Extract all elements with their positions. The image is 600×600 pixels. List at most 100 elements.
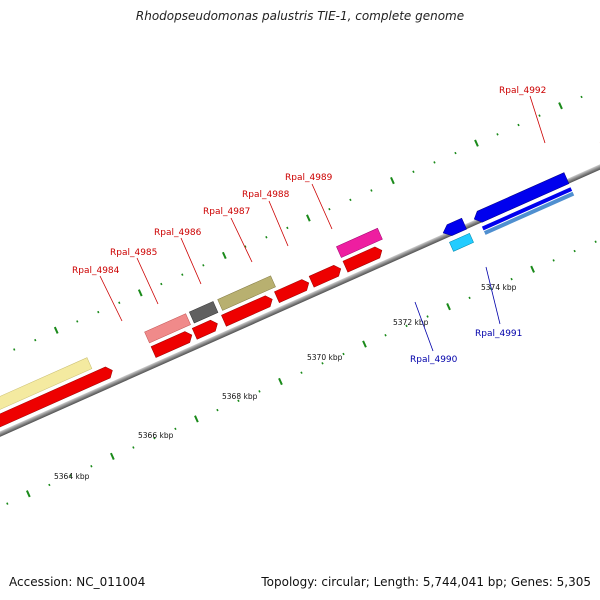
minor-tick — [538, 114, 541, 117]
minor-tick — [433, 161, 436, 164]
gene-arrow[interactable] — [0, 365, 115, 458]
major-tick — [221, 251, 227, 260]
gene-arrow[interactable] — [274, 277, 311, 303]
minor-tick — [468, 296, 471, 300]
gene-block[interactable] — [144, 313, 191, 344]
gene-arrow-reverse[interactable] — [441, 217, 467, 238]
minor-tick — [328, 207, 331, 211]
label-leader — [180, 237, 202, 285]
forward-genes-row1 — [0, 245, 384, 458]
reverse-genes — [441, 172, 575, 252]
scale-label: 5374 kbp — [481, 283, 517, 292]
minor-tick — [90, 464, 93, 468]
major-tick — [194, 415, 199, 423]
gene-label[interactable]: Rpal_4988 — [242, 190, 290, 200]
gene-block[interactable] — [217, 275, 276, 311]
minor-tick — [321, 362, 324, 365]
scale-label: 5370 kbp — [307, 353, 343, 362]
gene-arrow-reverse[interactable] — [472, 172, 570, 225]
minor-tick — [496, 133, 499, 136]
minor-tick — [552, 259, 555, 262]
gene-label[interactable]: Rpal_4989 — [285, 173, 333, 183]
major-tick — [446, 303, 451, 311]
gene-label[interactable]: Rpal_4992 — [499, 86, 546, 96]
gene-block[interactable] — [449, 232, 474, 252]
genome-title: Rhodopseudomonas palustris TIE-1, comple… — [135, 9, 465, 23]
minor-tick — [202, 264, 205, 267]
minor-tick — [384, 334, 387, 337]
minor-tick — [594, 240, 597, 243]
minor-tick — [216, 408, 219, 412]
minor-tick — [300, 371, 303, 374]
label-leader — [414, 301, 434, 352]
gene-block[interactable] — [0, 357, 93, 415]
minor-tick — [97, 310, 100, 314]
label-leader — [230, 217, 253, 263]
gene-label[interactable]: Rpal_4985 — [110, 248, 157, 258]
scale-label: 5368 kbp — [222, 392, 258, 401]
gene-block[interactable] — [481, 187, 573, 231]
major-tick — [390, 176, 395, 185]
label-leader — [311, 183, 333, 230]
minor-tick — [412, 170, 415, 174]
major-tick — [362, 340, 367, 348]
label-leader — [485, 266, 501, 325]
minor-tick — [258, 390, 261, 393]
major-tick — [25, 490, 31, 498]
label-leader — [529, 95, 546, 144]
minor-tick — [118, 301, 121, 304]
minor-tick — [265, 236, 268, 239]
minor-tick — [349, 198, 352, 202]
major-tick — [278, 377, 283, 386]
scale-ticks-upper — [13, 95, 583, 351]
label-leader — [136, 257, 159, 305]
gene-label[interactable]: Rpal_4984 — [72, 266, 120, 276]
major-tick — [53, 326, 59, 334]
major-tick — [530, 265, 535, 273]
minor-tick — [34, 338, 37, 342]
scale-label: 5366 kbp — [138, 431, 174, 440]
minor-tick — [286, 226, 289, 230]
major-tick — [110, 452, 115, 460]
minor-tick — [370, 189, 373, 192]
gene-label[interactable]: Rpal_4990 — [410, 355, 458, 365]
gene-arrow[interactable] — [191, 318, 220, 340]
gene-block[interactable] — [189, 301, 219, 324]
major-tick — [306, 214, 311, 222]
minor-tick — [517, 123, 520, 127]
minor-tick — [181, 273, 184, 276]
gene-labels: Rpal_4984 Rpal_4985 Rpal_4986 Rpal_4987 … — [72, 86, 546, 365]
minor-tick — [174, 427, 177, 431]
major-tick — [474, 139, 479, 147]
minor-tick — [132, 446, 135, 449]
minor-tick — [13, 348, 16, 351]
minor-tick — [48, 483, 51, 487]
scale-ticks-lower — [6, 240, 597, 505]
major-tick — [137, 289, 143, 297]
minor-tick — [237, 399, 240, 402]
gene-label[interactable]: Rpal_4987 — [203, 207, 250, 217]
gene-block[interactable] — [336, 227, 383, 258]
genome-summary: Topology: circular; Length: 5,744,041 bp… — [261, 575, 591, 589]
gene-label[interactable]: Rpal_4986 — [154, 228, 202, 238]
label-leader — [99, 275, 123, 322]
accession-label: Accession: NC_011004 — [9, 575, 146, 589]
minor-tick — [342, 352, 345, 356]
minor-tick — [405, 324, 408, 328]
minor-tick — [426, 315, 429, 318]
major-tick — [558, 102, 563, 110]
minor-tick — [454, 151, 457, 155]
gene-label[interactable]: Rpal_4991 — [475, 329, 522, 339]
gene-arrow[interactable] — [221, 294, 274, 327]
minor-tick — [76, 320, 79, 323]
gene-arrow[interactable] — [342, 245, 384, 273]
minor-tick — [580, 95, 583, 99]
gene-arrow[interactable] — [150, 330, 194, 358]
minor-tick — [6, 502, 9, 505]
gene-block[interactable] — [483, 191, 575, 235]
gene-arrow[interactable] — [308, 263, 343, 288]
minor-tick — [160, 282, 163, 286]
minor-tick — [573, 249, 576, 253]
scale-labels: 5364 kbp 5366 kbp 5368 kbp 5370 kbp 5372… — [54, 283, 517, 481]
